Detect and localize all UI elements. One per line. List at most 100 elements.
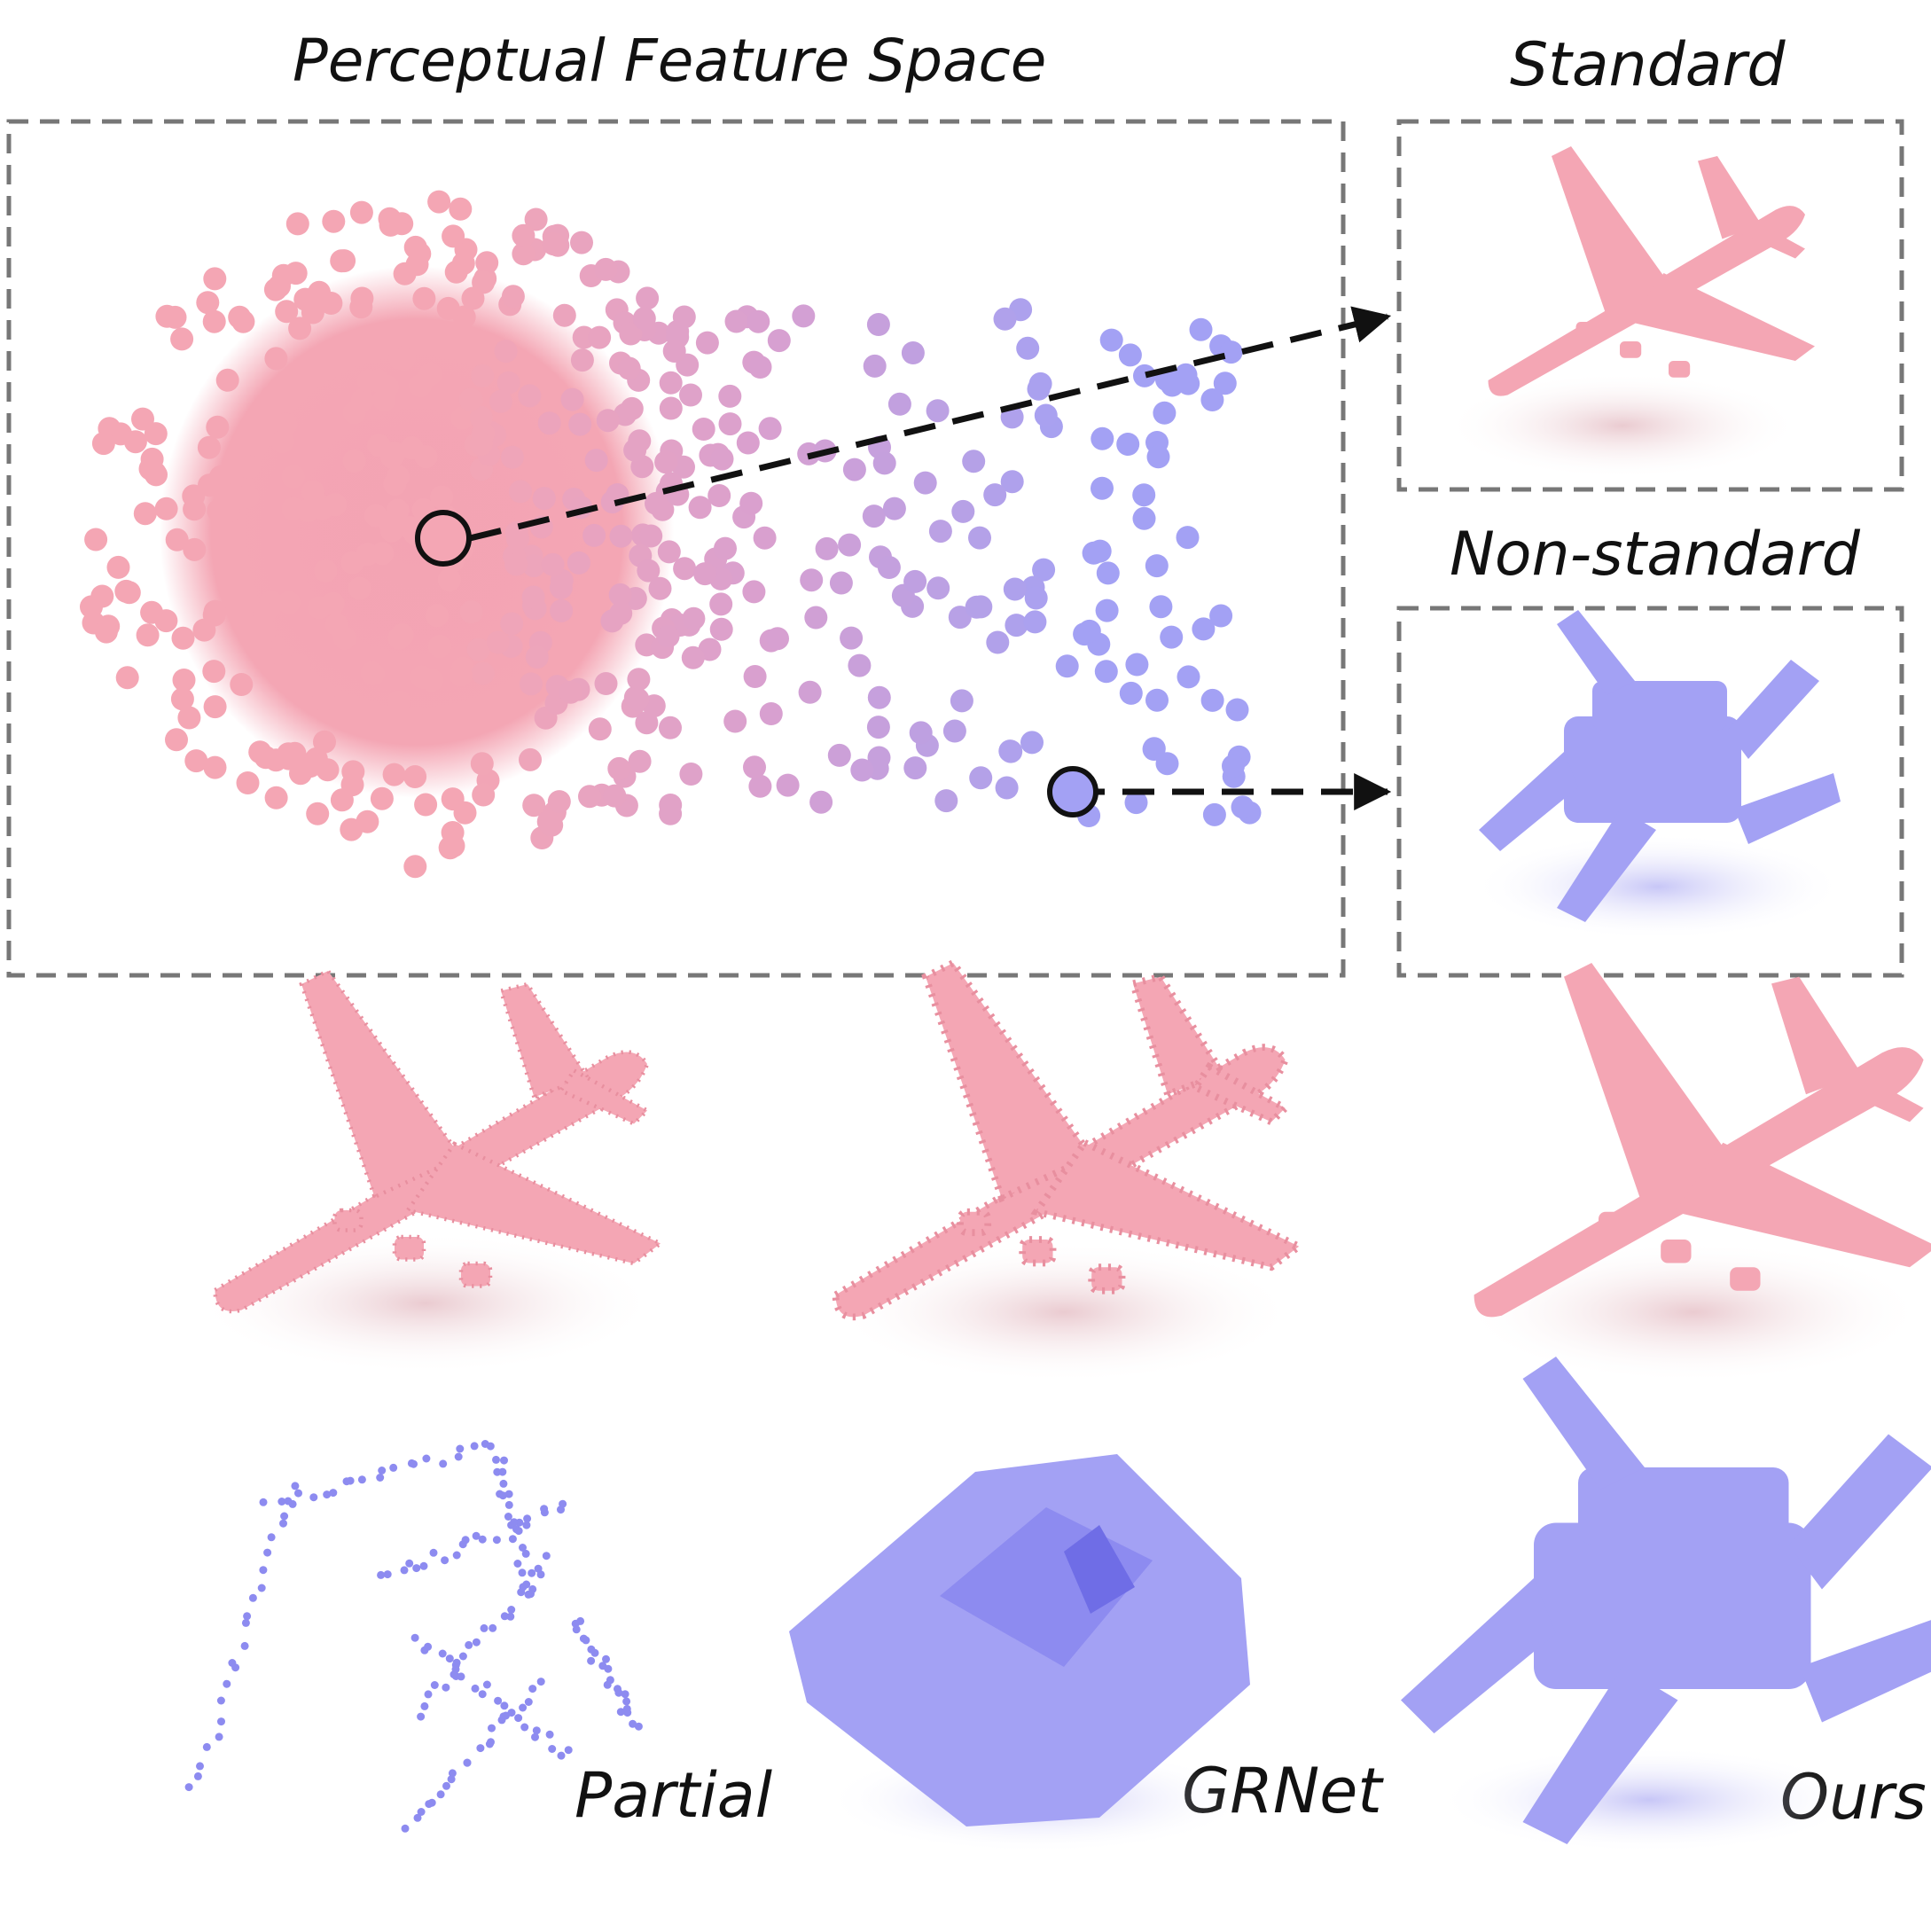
scatter-point [322, 209, 346, 233]
scatter-point [496, 371, 520, 395]
scatter-point [532, 487, 556, 511]
scatter-point [626, 687, 650, 711]
scatter-point [594, 672, 618, 695]
scatter-point [248, 740, 272, 764]
scatter-point [519, 747, 542, 771]
scatter-point [342, 401, 366, 425]
scatter-point [877, 556, 901, 579]
partial-point [425, 1800, 434, 1809]
scatter-point [387, 690, 411, 714]
scatter-point [437, 568, 461, 591]
partial-point [422, 1454, 431, 1463]
scatter-point [382, 763, 406, 786]
scatter-point [739, 491, 763, 515]
partial-point [536, 1678, 545, 1686]
partial-point [518, 1568, 527, 1577]
scatter-point [203, 267, 227, 291]
partial-point [603, 1680, 612, 1689]
scatter-point [301, 480, 324, 504]
scatter-point [236, 771, 260, 794]
scatter-point [225, 592, 249, 616]
partial-point [522, 1521, 531, 1529]
scatter-point [184, 749, 208, 773]
partial-point [500, 1612, 509, 1621]
partial-point [456, 1444, 465, 1453]
scatter-point [578, 785, 601, 809]
partial-point [452, 1658, 461, 1667]
scatter-point [637, 559, 661, 583]
scatter-point [723, 709, 747, 733]
partial-point [499, 1712, 508, 1721]
scatter-point [202, 309, 226, 333]
partial-point [288, 1499, 297, 1508]
scatter-point [196, 291, 220, 315]
scatter-point [375, 375, 399, 399]
partial-point [498, 1467, 507, 1476]
scatter-point [842, 458, 866, 481]
scatter-point [237, 455, 261, 479]
partial-point [499, 1479, 508, 1488]
scatter-point [414, 793, 438, 817]
partial-point [463, 1758, 472, 1767]
scatter-point [659, 716, 682, 739]
partial-point [482, 1680, 491, 1689]
scatter-point [609, 601, 633, 625]
partial-point [257, 1584, 266, 1592]
scatter-point [617, 356, 641, 380]
scatter-point [1118, 343, 1142, 367]
scatter-point [1145, 554, 1169, 578]
scatter-point [449, 663, 473, 687]
partial-point [215, 1733, 223, 1741]
partial-point [604, 1664, 613, 1673]
scatter-point [1145, 688, 1169, 712]
partial-point [519, 1583, 528, 1592]
scatter-point [1000, 470, 1024, 494]
partial-point [572, 1625, 581, 1634]
scatter-point [1176, 526, 1200, 550]
partial-point [291, 1482, 300, 1490]
scatter-point [80, 595, 103, 619]
scatter-point [748, 774, 772, 798]
scatter-point [489, 389, 512, 413]
scatter-point [748, 356, 772, 379]
scatter-point [747, 309, 770, 333]
standard-label: Standard [1510, 30, 1786, 100]
scatter-point [1177, 665, 1200, 689]
partial-point [587, 1656, 596, 1665]
scatter-point [520, 672, 543, 696]
scatter-point [659, 396, 683, 420]
scatter-point [131, 407, 154, 431]
scatter-point [500, 445, 524, 469]
partial-point [294, 1489, 302, 1498]
scatter-point [1174, 363, 1198, 387]
scatter-point [1077, 619, 1101, 643]
scatter-point [995, 776, 1019, 800]
scatter-point [969, 766, 993, 790]
scatter-point [450, 406, 474, 430]
scatter-point [154, 497, 178, 520]
scatter-point [140, 600, 164, 624]
scatter-point [1024, 586, 1048, 610]
scatter-point [427, 190, 451, 214]
scatter-point [983, 483, 1007, 507]
scatter-point [603, 784, 627, 808]
scatter-point [215, 368, 239, 392]
scatter-point [542, 232, 566, 256]
scatter-point [1125, 653, 1149, 677]
scatter-point [628, 749, 652, 773]
partial-point [279, 1519, 287, 1528]
partial-point [377, 1570, 386, 1579]
scatter-point [444, 260, 468, 284]
scatter-point [1096, 561, 1120, 585]
scatter-point [183, 537, 207, 561]
partial-point [263, 1548, 272, 1557]
scatter-point [172, 669, 196, 692]
scatter-point [91, 432, 115, 456]
scatter-point [759, 702, 783, 725]
partial-point [346, 1476, 355, 1485]
scatter-point [330, 249, 354, 273]
scatter-point [1005, 614, 1028, 637]
scatter-point [228, 305, 252, 329]
partial-point [634, 1722, 643, 1731]
scatter-point [552, 303, 576, 327]
